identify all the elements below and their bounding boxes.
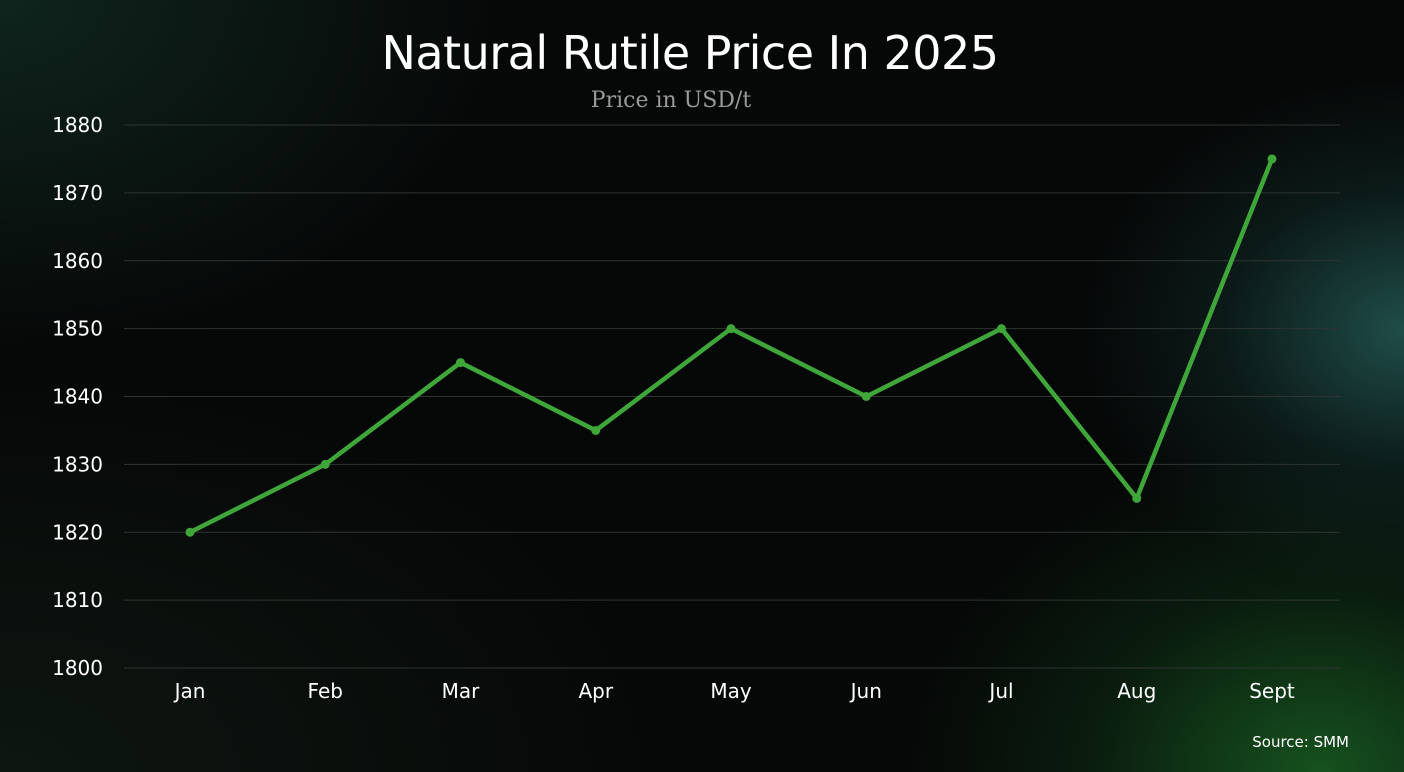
y-tick-label: 1850 xyxy=(52,317,103,341)
x-tick-label: Feb xyxy=(308,679,343,703)
data-point xyxy=(591,425,601,435)
x-tick-label: Aug xyxy=(1117,679,1156,703)
y-tick-label: 1820 xyxy=(52,520,103,544)
data-point xyxy=(997,324,1006,334)
data-point xyxy=(185,527,195,537)
x-tick-label: Mar xyxy=(442,679,481,703)
data-point xyxy=(320,459,330,469)
y-tick-label: 1810 xyxy=(52,588,103,612)
x-tick-label: Sept xyxy=(1249,679,1295,703)
series-line xyxy=(187,156,1275,535)
x-tick-label: Jan xyxy=(173,679,206,703)
y-tick-label: 1840 xyxy=(52,385,103,409)
series-layer xyxy=(185,154,1277,537)
data-point xyxy=(456,358,465,368)
chart-title: Natural Rutile Price In 2025 xyxy=(381,26,999,80)
x-tick-label: Jun xyxy=(849,679,882,703)
chart-subtitle: Price in USD/t xyxy=(590,88,752,113)
y-tick-label: 1830 xyxy=(52,452,103,476)
data-point xyxy=(861,392,871,401)
x-tick-label: Jul xyxy=(987,679,1013,703)
x-axis-tick-labels: Jan Feb Mar Apr May Jun Jul Aug Sept xyxy=(173,679,1295,703)
y-tick-label: 1800 xyxy=(52,656,103,680)
source-note: Source: SMM xyxy=(1252,733,1349,751)
data-point xyxy=(1132,493,1142,503)
x-tick-label: May xyxy=(710,679,752,703)
data-point xyxy=(726,324,736,334)
y-tick-label: 1880 xyxy=(52,113,103,137)
y-tick-label: 1870 xyxy=(52,181,103,205)
y-axis-tick-labels: 1800 1810 1820 1830 1840 1850 1860 1870 1880 xyxy=(52,113,103,680)
data-point xyxy=(1267,154,1277,164)
x-tick-label: Apr xyxy=(578,679,613,703)
gridlines xyxy=(124,124,1340,669)
y-tick-label: 1860 xyxy=(52,249,103,273)
